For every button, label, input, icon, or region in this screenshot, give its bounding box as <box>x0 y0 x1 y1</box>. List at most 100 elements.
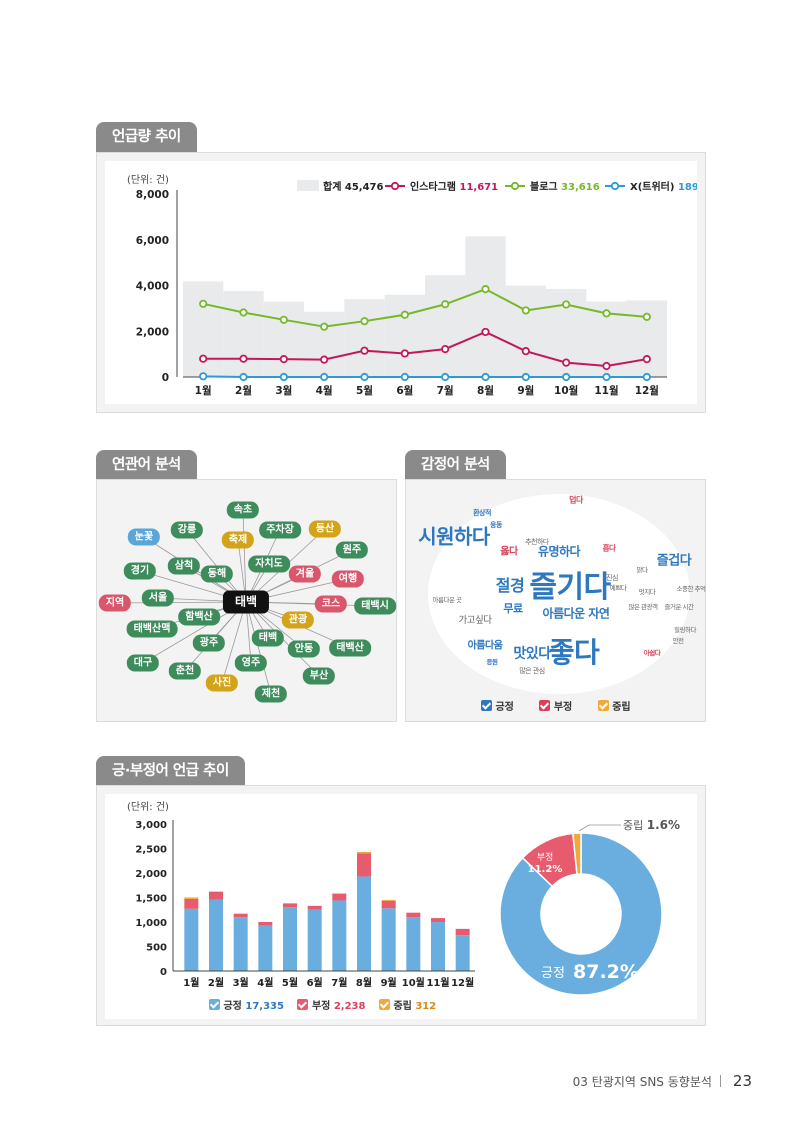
series-point <box>400 349 409 358</box>
section-tab-sentiment-trend: 긍·부정어 언급 추이 <box>96 756 245 786</box>
series-point <box>199 372 208 381</box>
bar-y-tick-label: 3,000 <box>135 820 167 831</box>
sentiment-words-panel: 덥다 환상적 웅동 시원하다 추천하다 옳다 유명하다 흡다 즐겁다 절경 즐기다 진심 맑다 예쁘다 멋지… <box>405 479 706 722</box>
bar-y-tick-label: 2,500 <box>135 845 167 856</box>
cloud-word: 즐기다 <box>529 570 611 605</box>
donut-neutral-label: 중립 1.6% <box>623 818 680 832</box>
stacked-bar-segment <box>184 898 199 909</box>
cloud-word: 유명하다 <box>537 544 581 559</box>
network-node: 눈꽃 <box>127 528 161 546</box>
series-point <box>481 372 490 382</box>
cloud-word: 멋지다 <box>638 588 656 596</box>
cloud-word: 아름다움 <box>467 640 503 652</box>
bar-x-tick-label: 11월 <box>426 977 449 989</box>
bar-legend-negative-check-icon <box>297 999 309 1010</box>
bar-legend-positive-check-icon <box>209 999 220 1010</box>
stacked-bar-segment <box>381 908 396 971</box>
stacked-bar-segment <box>307 909 322 971</box>
legend-total-swatch <box>297 180 319 191</box>
stacked-bar-segment <box>455 928 470 936</box>
x-tick-label: 3월 <box>275 384 292 397</box>
cloud-word: 추천하다 <box>525 538 549 546</box>
network-node: 사진 <box>205 674 239 692</box>
legend-x-label: X(트위터) 189 <box>630 180 697 193</box>
y-tick-label: 4,000 <box>136 281 169 293</box>
cloud-word: 절경 <box>495 576 525 595</box>
x-tick-label: 6월 <box>396 384 413 397</box>
network-node: 원주 <box>335 541 369 559</box>
total-area-bar <box>505 285 546 377</box>
series-point <box>642 372 651 382</box>
bar-y-tick-label: 1,500 <box>135 894 167 905</box>
series-point <box>360 346 369 355</box>
cloud-word: 좋다 <box>548 636 600 669</box>
network-node: 부산 <box>302 667 336 685</box>
donut-slice <box>499 832 663 996</box>
section-tab-mention-trend: 언급량 추이 <box>96 122 197 152</box>
total-area-bar <box>304 311 345 377</box>
cloud-word: 맑다 <box>636 566 648 574</box>
series-point <box>441 372 450 382</box>
cloud-word: 덥다 <box>569 495 583 505</box>
word-cloud-ellipse <box>428 494 690 694</box>
bar-x-tick-label: 7월 <box>331 977 347 989</box>
bar-x-tick-label: 6월 <box>307 977 323 989</box>
network-node: 주차장 <box>259 521 301 539</box>
network-node: 등산 <box>308 520 342 538</box>
stacked-bar-segment <box>258 925 273 971</box>
bar-x-tick-label: 2월 <box>208 977 224 989</box>
series-point <box>521 306 530 315</box>
x-tick-label: 4월 <box>316 384 333 397</box>
total-area-bar <box>465 236 506 377</box>
series-point <box>521 372 530 382</box>
stacked-bar-segment <box>455 935 470 971</box>
donut-positive-value: 87.2% <box>573 961 639 983</box>
total-area-bar <box>263 301 304 377</box>
stacked-bar-segment <box>431 918 445 922</box>
stacked-bar-segment <box>283 903 297 908</box>
stacked-bar-segment <box>381 900 396 909</box>
donut-positive-label: 긍정 <box>541 966 565 981</box>
stacked-bar-segment <box>431 922 445 971</box>
series-point <box>360 372 369 382</box>
related-words-panel: 속초 강릉 주차장 등산 눈꽃 축제 원주 삼척 자치도 경기 동해 겨울 여행 지역 서울 코스 태백시 함백산… <box>96 479 397 722</box>
series-point <box>441 300 450 309</box>
bar-x-tick-label: 5월 <box>282 977 298 989</box>
cloud-word: 맛있다 <box>513 646 551 662</box>
stacked-bar-segment <box>307 905 322 910</box>
network-node: 서울 <box>141 589 175 607</box>
bar-y-tick-label: 500 <box>146 943 167 954</box>
cloud-word: 시원하다 <box>418 524 490 549</box>
network-node: 태백산맥 <box>126 620 178 638</box>
series-line <box>203 330 648 368</box>
series-line <box>203 375 647 378</box>
network-node: 함백산 <box>178 608 220 626</box>
x-tick-label: 8월 <box>477 384 494 397</box>
legend-negative-item: 부정 <box>539 700 572 713</box>
series-point <box>239 372 248 382</box>
cloud-word: 즐거운 시간 <box>664 603 694 611</box>
network-node: 태백산 <box>329 639 371 657</box>
legend-positive-item: 긍정 <box>481 700 514 713</box>
donut-slice <box>572 832 582 876</box>
section-tab-sentiment-words: 감정어 분석 <box>405 450 506 480</box>
stacked-bar-segment <box>233 913 248 918</box>
stacked-bar-segment <box>184 897 199 899</box>
bar-y-tick-label: 0 <box>160 967 167 978</box>
page-number: 23 <box>732 1072 752 1090</box>
y-tick-label: 2,000 <box>136 326 169 338</box>
x-tick-label: 2월 <box>235 384 252 397</box>
series-point <box>239 354 248 363</box>
sentiment-words-area: 덥다 환상적 웅동 시원하다 추천하다 옳다 유명하다 흡다 즐겁다 절경 즐기다 진심 맑다 예쁘다 멋지… <box>406 480 706 721</box>
cloud-word: 소중한 추억 <box>676 585 706 593</box>
series-point <box>279 372 288 382</box>
bar-x-tick-label: 12월 <box>451 977 474 989</box>
sentiment-donut-chart: 중립 1.6% 부정 11.2% 긍정 87.2% <box>499 818 680 996</box>
donut-slices <box>499 832 663 996</box>
legend-neutral-check-icon <box>597 700 609 711</box>
series-point <box>400 310 409 319</box>
cloud-word: 웅동 <box>490 521 502 529</box>
series-point <box>562 372 571 382</box>
bar-x-tick-label: 8월 <box>356 977 372 989</box>
sentiment-bar-chart: (단위: 건) 3,000 2,500 2,000 1,500 1,000 500 0 1월 2… <box>127 800 475 989</box>
